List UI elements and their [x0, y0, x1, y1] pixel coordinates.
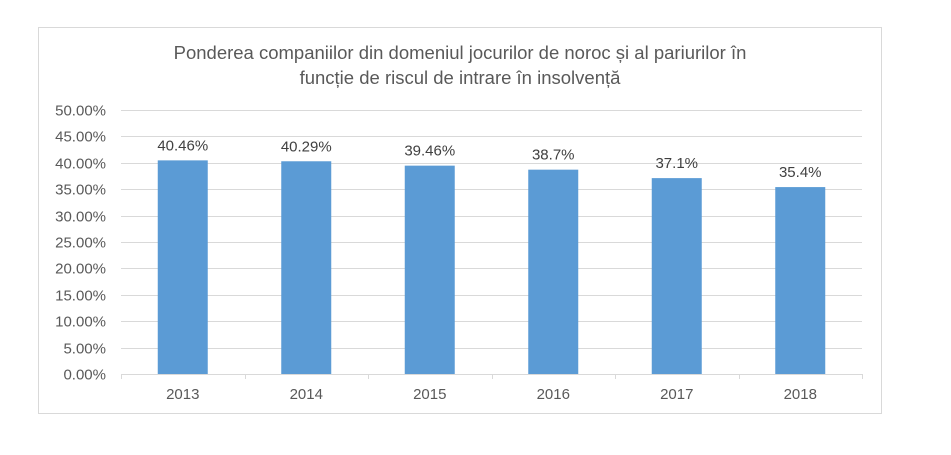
x-tick-label: 2013	[166, 386, 199, 403]
y-tick-label: 5.00%	[63, 341, 106, 358]
x-tick-label: 2018	[784, 386, 817, 403]
y-tick-label: 40.00%	[55, 156, 106, 173]
x-tick-label: 2017	[660, 386, 693, 403]
x-axis-ticks: 2013 2014 2015 2016 2017 2018	[166, 386, 817, 403]
bars	[157, 160, 826, 374]
bar-2014	[281, 161, 332, 374]
bar-2013	[157, 160, 208, 374]
x-tick-label: 2015	[413, 386, 446, 403]
y-tick-label: 25.00%	[55, 235, 106, 252]
data-label-2015: 39.46%	[404, 143, 455, 160]
data-label-2017: 37.1%	[655, 155, 698, 172]
y-axis-ticks: 0.00% 5.00% 10.00% 15.00% 20.00% 25.00% 30.00%…	[55, 103, 106, 384]
y-tick-label: 50.00%	[55, 103, 106, 120]
y-tick-label: 10.00%	[55, 314, 106, 331]
x-tick-label: 2016	[537, 386, 570, 403]
y-tick-label: 35.00%	[55, 182, 106, 199]
y-tick-label: 30.00%	[55, 209, 106, 226]
data-label-2016: 38.7%	[532, 147, 575, 164]
y-tick-label: 15.00%	[55, 288, 106, 305]
bar-2018	[775, 187, 826, 374]
y-tick-label: 0.00%	[63, 367, 106, 384]
data-labels: 40.46% 40.29% 39.46% 38.7% 37.1% 35.4%	[157, 137, 821, 181]
chart-title-line-2: funcție de riscul de intrare în insolven…	[299, 67, 621, 88]
chart-title-line-1: Ponderea companiilor din domeniul jocuri…	[173, 42, 747, 63]
bar-2015	[404, 165, 455, 374]
chart-title: Ponderea companiilor din domeniul jocuri…	[38, 40, 882, 90]
y-tick-label: 20.00%	[55, 261, 106, 278]
bar-2016	[528, 169, 579, 374]
gridlines	[121, 110, 863, 379]
data-label-2014: 40.29%	[281, 138, 332, 155]
data-label-2018: 35.4%	[779, 164, 822, 181]
y-tick-label: 45.00%	[55, 129, 106, 146]
bar-2017	[651, 178, 702, 374]
x-tick-label: 2014	[290, 386, 323, 403]
data-label-2013: 40.46%	[157, 137, 208, 154]
